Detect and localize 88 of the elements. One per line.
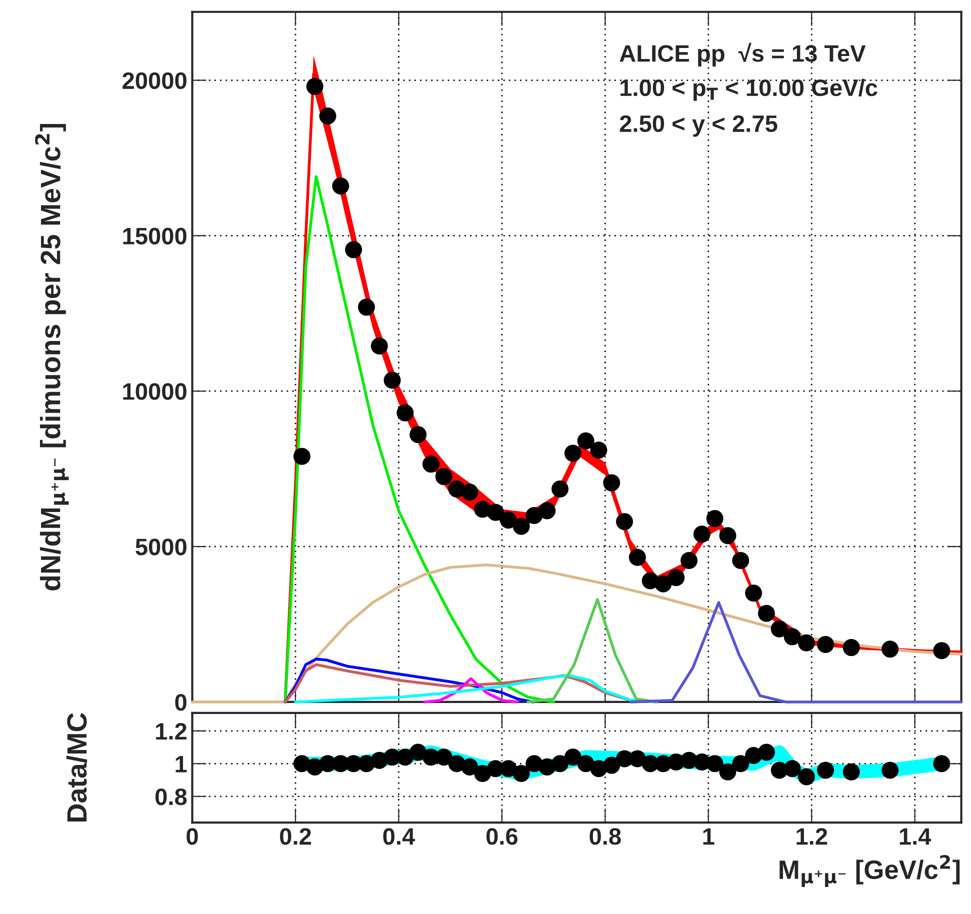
point	[345, 241, 362, 258]
point	[564, 748, 582, 766]
y-tick-label: 0.8	[156, 788, 187, 806]
point	[758, 744, 775, 761]
point	[706, 510, 724, 528]
point	[603, 474, 620, 492]
point	[933, 755, 950, 772]
point	[745, 584, 762, 602]
point	[512, 518, 530, 535]
point	[732, 755, 750, 772]
point	[798, 634, 815, 652]
y-axis-title: Data/MC	[66, 712, 88, 822]
point	[370, 338, 388, 355]
point	[410, 426, 427, 444]
point	[628, 548, 646, 566]
line-series	[630, 601, 963, 704]
x-tick-label: 1.2	[796, 828, 828, 845]
point	[332, 177, 350, 194]
point	[396, 404, 414, 422]
point	[693, 526, 710, 543]
point	[435, 468, 452, 486]
point	[882, 762, 899, 779]
point	[719, 763, 736, 780]
point	[358, 298, 375, 316]
point	[461, 484, 478, 501]
annotation: ALICE pp √s = 13 TeV	[620, 42, 866, 67]
x-tick-label: 0.6	[486, 828, 518, 845]
y-tick-label: 10000	[123, 383, 186, 400]
point	[933, 642, 950, 660]
x-tick-label: 0.2	[280, 828, 311, 845]
point	[817, 762, 834, 779]
point	[758, 604, 775, 622]
point	[564, 444, 582, 462]
x-tick-label: 1	[703, 828, 714, 845]
point	[551, 480, 569, 498]
x-tick-label: 1.4	[900, 828, 932, 845]
point	[842, 763, 860, 780]
y-tick-label: 0	[175, 694, 186, 711]
point	[706, 755, 724, 772]
point	[384, 372, 401, 389]
y-tick-label: 20000	[122, 72, 186, 90]
x-tick-label: 0.4	[383, 828, 415, 845]
annotation: 2.50 < y < 2.75	[620, 115, 778, 137]
point	[461, 758, 478, 776]
point	[512, 764, 530, 782]
annotation: 1.00 < p$_{T}$ < 10.00 GeV/c	[620, 78, 878, 101]
y-tick-label: 5000	[136, 538, 186, 556]
point	[770, 620, 788, 638]
line-series	[284, 175, 555, 704]
point	[680, 552, 698, 570]
y-tick-label: 15000	[123, 228, 186, 244]
point	[538, 502, 556, 520]
x-tick-label: 0	[186, 828, 198, 845]
point	[590, 442, 608, 459]
line-series	[526, 598, 658, 704]
point	[293, 448, 310, 465]
point	[551, 755, 569, 772]
x-axis-title: M$_{μ⁺μ⁻}$ [GeV/c$^{2}$]	[780, 855, 960, 888]
point	[817, 636, 834, 653]
point	[410, 744, 427, 761]
point	[319, 108, 336, 125]
point	[422, 456, 440, 473]
point	[654, 575, 672, 592]
point	[784, 628, 801, 646]
line-series	[294, 674, 658, 704]
point	[668, 569, 685, 586]
point	[577, 432, 594, 450]
y-tick-label: 1.2	[156, 722, 186, 740]
point	[486, 504, 504, 521]
point	[882, 640, 899, 658]
line-series	[423, 677, 519, 704]
point	[577, 755, 594, 772]
point	[842, 639, 860, 656]
point	[500, 760, 517, 778]
point	[306, 78, 324, 95]
point	[396, 748, 414, 766]
x-tick-label: 0.8	[590, 828, 621, 845]
point	[435, 748, 452, 766]
point	[603, 756, 620, 774]
point	[784, 760, 801, 778]
point	[732, 552, 750, 570]
point	[798, 768, 815, 786]
point	[500, 512, 517, 529]
point	[616, 513, 634, 530]
y-tick-label: 1	[176, 756, 187, 772]
point	[474, 764, 492, 782]
y-axis-title: dN/dM$_{μ⁺μ⁻}$ [dimuons per 25 MeV/c$^{2}$]	[35, 124, 69, 590]
point	[719, 527, 736, 544]
